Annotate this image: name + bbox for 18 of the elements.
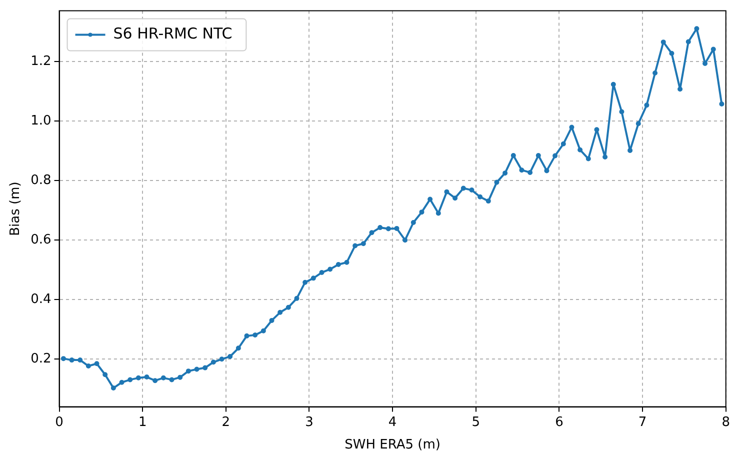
- x-tick-label: 5: [472, 414, 480, 430]
- x-tick-label: 1: [138, 414, 147, 430]
- y-tick-label: 1.2: [30, 54, 52, 69]
- x-axis-title: SWH ERA5 (m): [344, 438, 440, 453]
- x-tick-label: 3: [305, 414, 314, 430]
- x-tick-label: 0: [55, 414, 64, 430]
- y-tick-label: 1.0: [30, 113, 52, 128]
- x-tick-label: 7: [638, 414, 647, 430]
- x-tick-label: 4: [388, 414, 397, 430]
- y-tick-label: 0.6: [30, 232, 52, 248]
- y-tick-label: 0.4: [30, 292, 52, 307]
- legend-label: S6 HR-RMC NTC: [113, 24, 232, 43]
- y-tick-label: 0.8: [30, 172, 52, 188]
- y-tick-label: 0.2: [30, 352, 52, 367]
- x-tick-label: 6: [555, 414, 564, 430]
- x-tick-label: 2: [222, 414, 230, 430]
- x-tick-label: 8: [722, 414, 730, 430]
- y-axis-title: Bias (m): [8, 182, 24, 236]
